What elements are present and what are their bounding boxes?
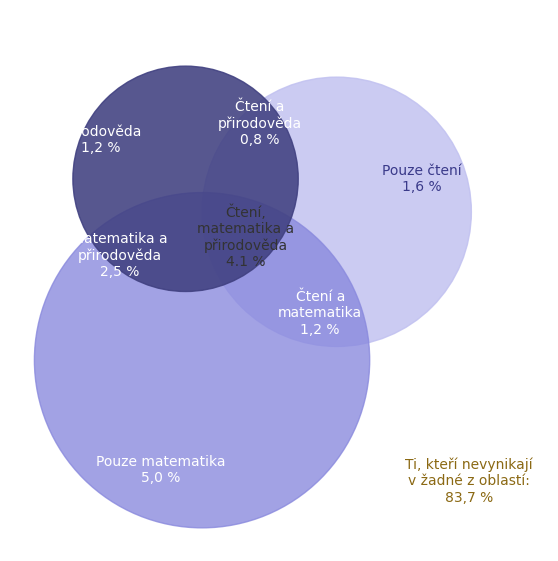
Text: Matematika a
přirodověda
2,5 %: Matematika a přirodověda 2,5 % xyxy=(72,232,167,279)
Text: Přirodověda
1,2 %: Přirodověda 1,2 % xyxy=(59,125,142,155)
Circle shape xyxy=(202,77,472,347)
Text: Pouze matematika
5,0 %: Pouze matematika 5,0 % xyxy=(96,455,225,485)
Circle shape xyxy=(35,192,370,528)
Text: Čtení a
přirodověda
0,8 %: Čtení a přirodověda 0,8 % xyxy=(218,100,302,148)
Text: Čtení,
matematika a
přirodověda
4.1 %: Čtení, matematika a přirodověda 4.1 % xyxy=(198,204,295,269)
Text: Pouze čtení
1,6 %: Pouze čtení 1,6 % xyxy=(382,164,461,194)
Text: Ti, kteří nevynikají
v žadné z oblastí:
83,7 %: Ti, kteří nevynikají v žadné z oblastí: … xyxy=(405,458,532,504)
Circle shape xyxy=(73,66,298,292)
Text: Čtení a
matematika
1,2 %: Čtení a matematika 1,2 % xyxy=(278,290,362,337)
